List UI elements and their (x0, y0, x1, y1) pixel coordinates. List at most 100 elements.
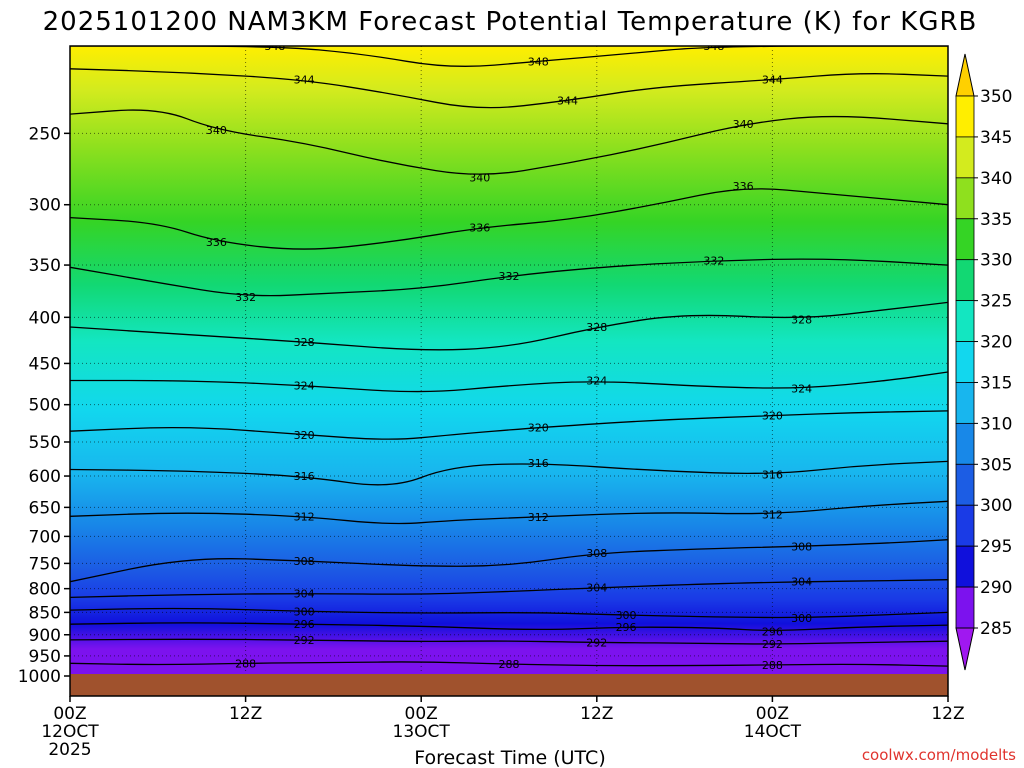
isentrope-label-348-2: 348 (703, 40, 724, 53)
colorbar-band-330 (955, 218, 975, 261)
colorbar-label-330: 330 (980, 251, 1012, 271)
y-tick-label-800: 800 (29, 580, 61, 600)
isentrope-label-296-1: 296 (616, 621, 637, 634)
colorbar-band-325 (955, 259, 975, 302)
isentrope-label-304-1: 304 (586, 582, 607, 595)
x-tick-label-h12: 12Z (229, 704, 262, 724)
isentrope-label-304-2: 304 (791, 576, 812, 589)
x-tick-label-h48: 00Z (756, 704, 789, 724)
isentrope-label-292-0: 292 (294, 634, 315, 647)
isentrope-288 (70, 661, 948, 667)
ground-layer (70, 674, 948, 696)
isentrope-label-304-0: 304 (294, 588, 315, 601)
colorbar: 350 345 340 335 330 325 320 315 310 305 300 295 290 2… (955, 53, 1012, 671)
isentrope-label-348-0: 348 (264, 40, 285, 53)
isentrope-336 (70, 188, 948, 250)
x-tick-label-h60: 12Z (931, 704, 964, 724)
colorbar-band-310 (955, 382, 975, 424)
isentrope-292 (70, 638, 948, 645)
isentrope-label-328-1: 328 (586, 321, 607, 334)
isentrope-300 (70, 607, 948, 619)
colorbar-band-305 (955, 422, 975, 465)
colorbar-cap-top (955, 53, 975, 97)
isentrope-label-308-1: 308 (586, 547, 607, 560)
colorbar-band-285 (955, 586, 975, 629)
isentrope-label-328-0: 328 (294, 336, 315, 349)
isentrope-296 (70, 622, 948, 631)
isentrope-label-296-2: 296 (762, 625, 783, 638)
isentrope-320 (70, 410, 948, 440)
colorbar-cap-bottom (955, 627, 975, 671)
isentrope-label-292-1: 292 (586, 637, 607, 650)
colorbar-band-340 (955, 136, 975, 179)
y-tick-label-750: 750 (29, 554, 61, 574)
colorbar-label-310: 310 (980, 414, 1012, 434)
isentrope-304 (70, 579, 948, 599)
colorbar-label-325: 325 (980, 292, 1012, 312)
y-tick-label-250: 250 (29, 124, 61, 144)
isentrope-label-324-0: 324 (294, 379, 315, 392)
isentrope-316 (70, 460, 948, 486)
isentrope-label-312-2: 312 (762, 509, 783, 522)
colorbar-band-345 (955, 95, 975, 138)
colorbar-band-315 (955, 341, 975, 383)
y-tick-label-650: 650 (29, 498, 61, 518)
y-tick-label-900: 900 (29, 626, 61, 646)
isentrope-324 (70, 371, 948, 393)
x-tick-date-h24: 13OCT (393, 722, 451, 742)
colorbar-label-315: 315 (980, 373, 1012, 393)
colorbar-band-335 (955, 177, 975, 220)
colorbar-label-295: 295 (980, 537, 1012, 557)
isentrope-label-316-0: 316 (294, 470, 315, 483)
isentrope-label-320-2: 320 (762, 409, 783, 422)
isentrope-label-288-0: 288 (235, 657, 256, 670)
y-tick-label-550: 550 (29, 433, 61, 453)
chart-title: 2025101200 NAM3KM Forecast Potential Tem… (43, 7, 978, 37)
x-axis-title: Forecast Time (UTC) (414, 747, 605, 768)
y-tick-label-600: 600 (29, 467, 61, 487)
isentrope-label-320-0: 320 (294, 429, 315, 442)
isentrope-label-316-1: 316 (528, 457, 549, 470)
colorbar-label-345: 345 (980, 128, 1012, 148)
isentrope-340 (70, 109, 948, 175)
isentrope-label-336-2: 336 (733, 180, 754, 193)
isentrope-328 (70, 301, 948, 351)
isentrope-label-316-2: 316 (762, 469, 783, 482)
colorbar-band-300 (955, 463, 975, 506)
isentrope-label-340-1: 340 (469, 172, 490, 185)
isentrope-label-292-2: 292 (762, 638, 783, 651)
isentrope-label-308-0: 308 (294, 555, 315, 568)
isentrope-label-344-0: 344 (294, 74, 315, 87)
y-tick-label-950: 950 (29, 647, 61, 667)
x-tick-year-h0: 2025 (48, 740, 91, 760)
y-tick-label-700: 700 (29, 527, 61, 547)
isentrope-label-324-2: 324 (791, 383, 812, 396)
isentrope-label-328-2: 328 (791, 313, 812, 326)
isentrope-label-336-1: 336 (469, 222, 490, 235)
isentrope-label-288-1: 288 (499, 658, 520, 671)
colorbar-label-285: 285 (980, 619, 1012, 639)
isentrope-308 (70, 539, 948, 583)
isentrope-label-320-1: 320 (528, 421, 549, 434)
isentrope-label-336-0: 336 (206, 236, 227, 249)
isentrope-label-308-2: 308 (791, 540, 812, 553)
isentrope-label-288-2: 288 (762, 659, 783, 672)
y-tick-label-1000: 1000 (18, 667, 61, 687)
isentrope-label-300-2: 300 (791, 612, 812, 625)
isentrope-label-324-1: 324 (586, 374, 607, 387)
x-tick-date-h0: 12OCT (41, 722, 99, 742)
x-tick-label-h36: 12Z (580, 704, 613, 724)
colorbar-label-320: 320 (980, 333, 1012, 353)
colorbar-band-320 (955, 300, 975, 342)
credit-text: coolwx.com/modelts (862, 746, 1016, 764)
y-tick-label-300: 300 (29, 196, 61, 216)
colorbar-label-290: 290 (980, 578, 1012, 598)
isentrope-344 (70, 68, 948, 109)
plot-frame (69, 45, 949, 697)
y-axis: 250 300 350 400 450 500 550 600 650 700 750 800 850 9… (18, 124, 70, 687)
y-tick-label-500: 500 (29, 396, 61, 416)
isentrope-label-300-0: 300 (294, 605, 315, 618)
